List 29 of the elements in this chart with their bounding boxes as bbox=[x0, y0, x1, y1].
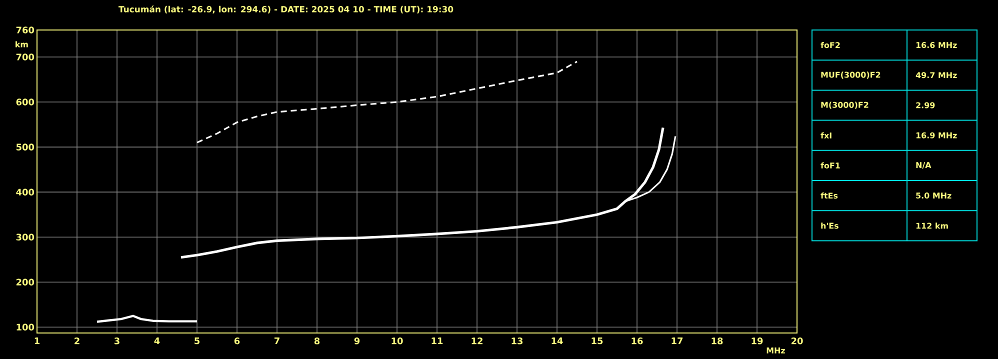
x-tick-label: 16 bbox=[632, 338, 643, 344]
x-tick-label: 14 bbox=[552, 338, 563, 344]
x-tick-label: 13 bbox=[512, 338, 523, 344]
x-tick-label: 18 bbox=[712, 338, 723, 344]
x-tick-label: 15 bbox=[592, 338, 603, 344]
y-tick-label: 300 bbox=[16, 234, 34, 240]
x-tick-label: 4 bbox=[154, 338, 160, 344]
x-tick-label: 12 bbox=[472, 338, 482, 344]
x-tick-label: 20 bbox=[791, 338, 803, 344]
y-tick-label: 400 bbox=[16, 188, 34, 196]
x-tick-label: 19 bbox=[752, 338, 763, 344]
y-tick-label: 600 bbox=[16, 98, 34, 106]
x-tick-label: 6 bbox=[234, 338, 240, 344]
y-tick-label: 100 bbox=[16, 324, 34, 331]
x-tick-label: 5 bbox=[194, 338, 200, 344]
x-tick-label: 17 bbox=[672, 338, 683, 344]
x-tick-label: 11 bbox=[432, 338, 443, 344]
y-tick-label: 500 bbox=[16, 144, 34, 150]
x-tick-label: 2 bbox=[74, 338, 80, 344]
x-tick-label: 8 bbox=[314, 338, 320, 344]
y-tick-label: 700 bbox=[16, 54, 34, 60]
x-tick-label: 7 bbox=[274, 338, 280, 344]
y-tick-label: 760 bbox=[16, 26, 34, 34]
x-tick-label: 9 bbox=[354, 338, 360, 344]
x-tick-label: 10 bbox=[392, 338, 403, 344]
chart-title: Tucumán (lat: -26.9, lon: 294.6) - DATE: 2025 04 10 - TIME (UT): 19:30 bbox=[118, 6, 454, 14]
x-tick-label: 3 bbox=[114, 338, 120, 344]
x-tick-label: 1 bbox=[34, 338, 40, 344]
y-tick-label: 200 bbox=[16, 278, 34, 286]
